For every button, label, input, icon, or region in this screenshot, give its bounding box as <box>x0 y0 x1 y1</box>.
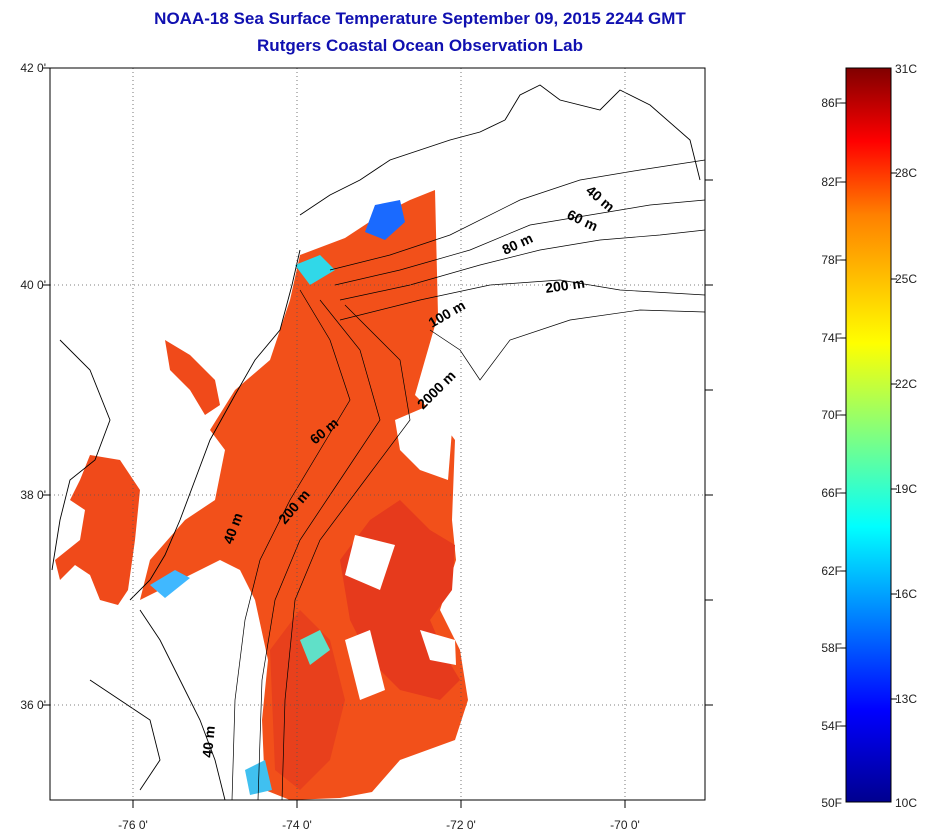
isobath-shelf-1 <box>231 289 351 801</box>
colorbar-f-label: 74F <box>821 331 842 345</box>
sst-cool-patch-1 <box>300 630 330 665</box>
isobath-label: 60 m <box>565 206 601 234</box>
colorbar-c-label: 31C <box>895 62 918 76</box>
isobath-shelf-2 <box>257 299 381 801</box>
isobath-shelf-3 <box>281 304 411 801</box>
coastline <box>51 84 701 801</box>
colorbar-c-label: 25C <box>895 272 918 286</box>
coastline-nc <box>139 609 226 801</box>
colorbar-ticks <box>840 102 897 727</box>
colorbar-c-label: 28C <box>895 166 918 180</box>
map-title: NOAA-18 Sea Surface Temperature Septembe… <box>154 9 686 28</box>
coastline-chesapeake-west <box>51 339 111 571</box>
colorbar-f-label: 70F <box>821 408 842 422</box>
coastline-delmarva <box>129 394 236 601</box>
sst-delaware-bay <box>165 340 220 415</box>
lat-tick-label: 38 0' <box>20 488 46 502</box>
coastline-nj <box>234 249 301 396</box>
coastline-long-island <box>299 119 506 216</box>
colorbar-f-label: 86F <box>821 96 842 110</box>
sst-coastal-cool-1 <box>295 255 335 285</box>
lon-tick-label: -76 0' <box>118 818 148 832</box>
colorbar-f-label: 62F <box>821 564 842 578</box>
colorbar-c-label: 10C <box>895 796 918 810</box>
cloud-gap-3 <box>345 630 385 700</box>
lon-tick-label: -70 0' <box>610 818 640 832</box>
coastline-nc-sounds <box>89 679 161 791</box>
colorbar-f-label: 50F <box>821 796 842 810</box>
sst-ny-bight-cool <box>365 200 405 240</box>
cloud-gap-2 <box>345 535 395 590</box>
colorbar-f-label: 66F <box>821 486 842 500</box>
sst-swath <box>55 190 468 800</box>
map-frame <box>49 67 706 801</box>
colorbar-c-label: 19C <box>895 482 918 496</box>
lon-tick-label: -72 0' <box>446 818 476 832</box>
colorbar <box>845 67 892 803</box>
colorbar-f-label: 58F <box>821 641 842 655</box>
lat-tick-label: 36 0' <box>20 698 46 712</box>
lon-tick-label: -74 0' <box>282 818 312 832</box>
colorbar-f-label: 54F <box>821 719 842 733</box>
isobaths <box>231 159 706 801</box>
colorbar-c-label: 13C <box>895 692 918 706</box>
axis-ticks <box>42 67 713 808</box>
sst-chesapeake <box>55 455 140 605</box>
sst-hot-band-south <box>270 610 345 790</box>
colorbar-f-label: 78F <box>821 253 842 267</box>
lat-tick-label: 42 0' <box>20 61 46 75</box>
isobath-label: 40 m <box>199 725 218 758</box>
isobath-2000m <box>429 309 706 381</box>
isobath-200m-north <box>339 279 706 321</box>
isobath-label: 200 m <box>544 275 586 296</box>
isobath-label: 40 m <box>583 182 618 215</box>
sst-coastal-cool-2 <box>150 570 190 598</box>
cloud-gap-4 <box>420 630 456 665</box>
isobath-40m-north <box>329 159 706 271</box>
coastline-new-england <box>504 84 701 181</box>
lat-tick-label: 40 0' <box>20 278 46 292</box>
map-subtitle: Rutgers Coastal Ocean Observation Lab <box>257 36 583 55</box>
colorbar-c-label: 16C <box>895 587 918 601</box>
cloud-gap-1 <box>395 405 452 480</box>
colorbar-c-label: 22C <box>895 377 918 391</box>
isobath-60m-north <box>334 199 706 286</box>
isobath-label: 80 m <box>500 230 536 258</box>
colorbar-f-label: 82F <box>821 175 842 189</box>
